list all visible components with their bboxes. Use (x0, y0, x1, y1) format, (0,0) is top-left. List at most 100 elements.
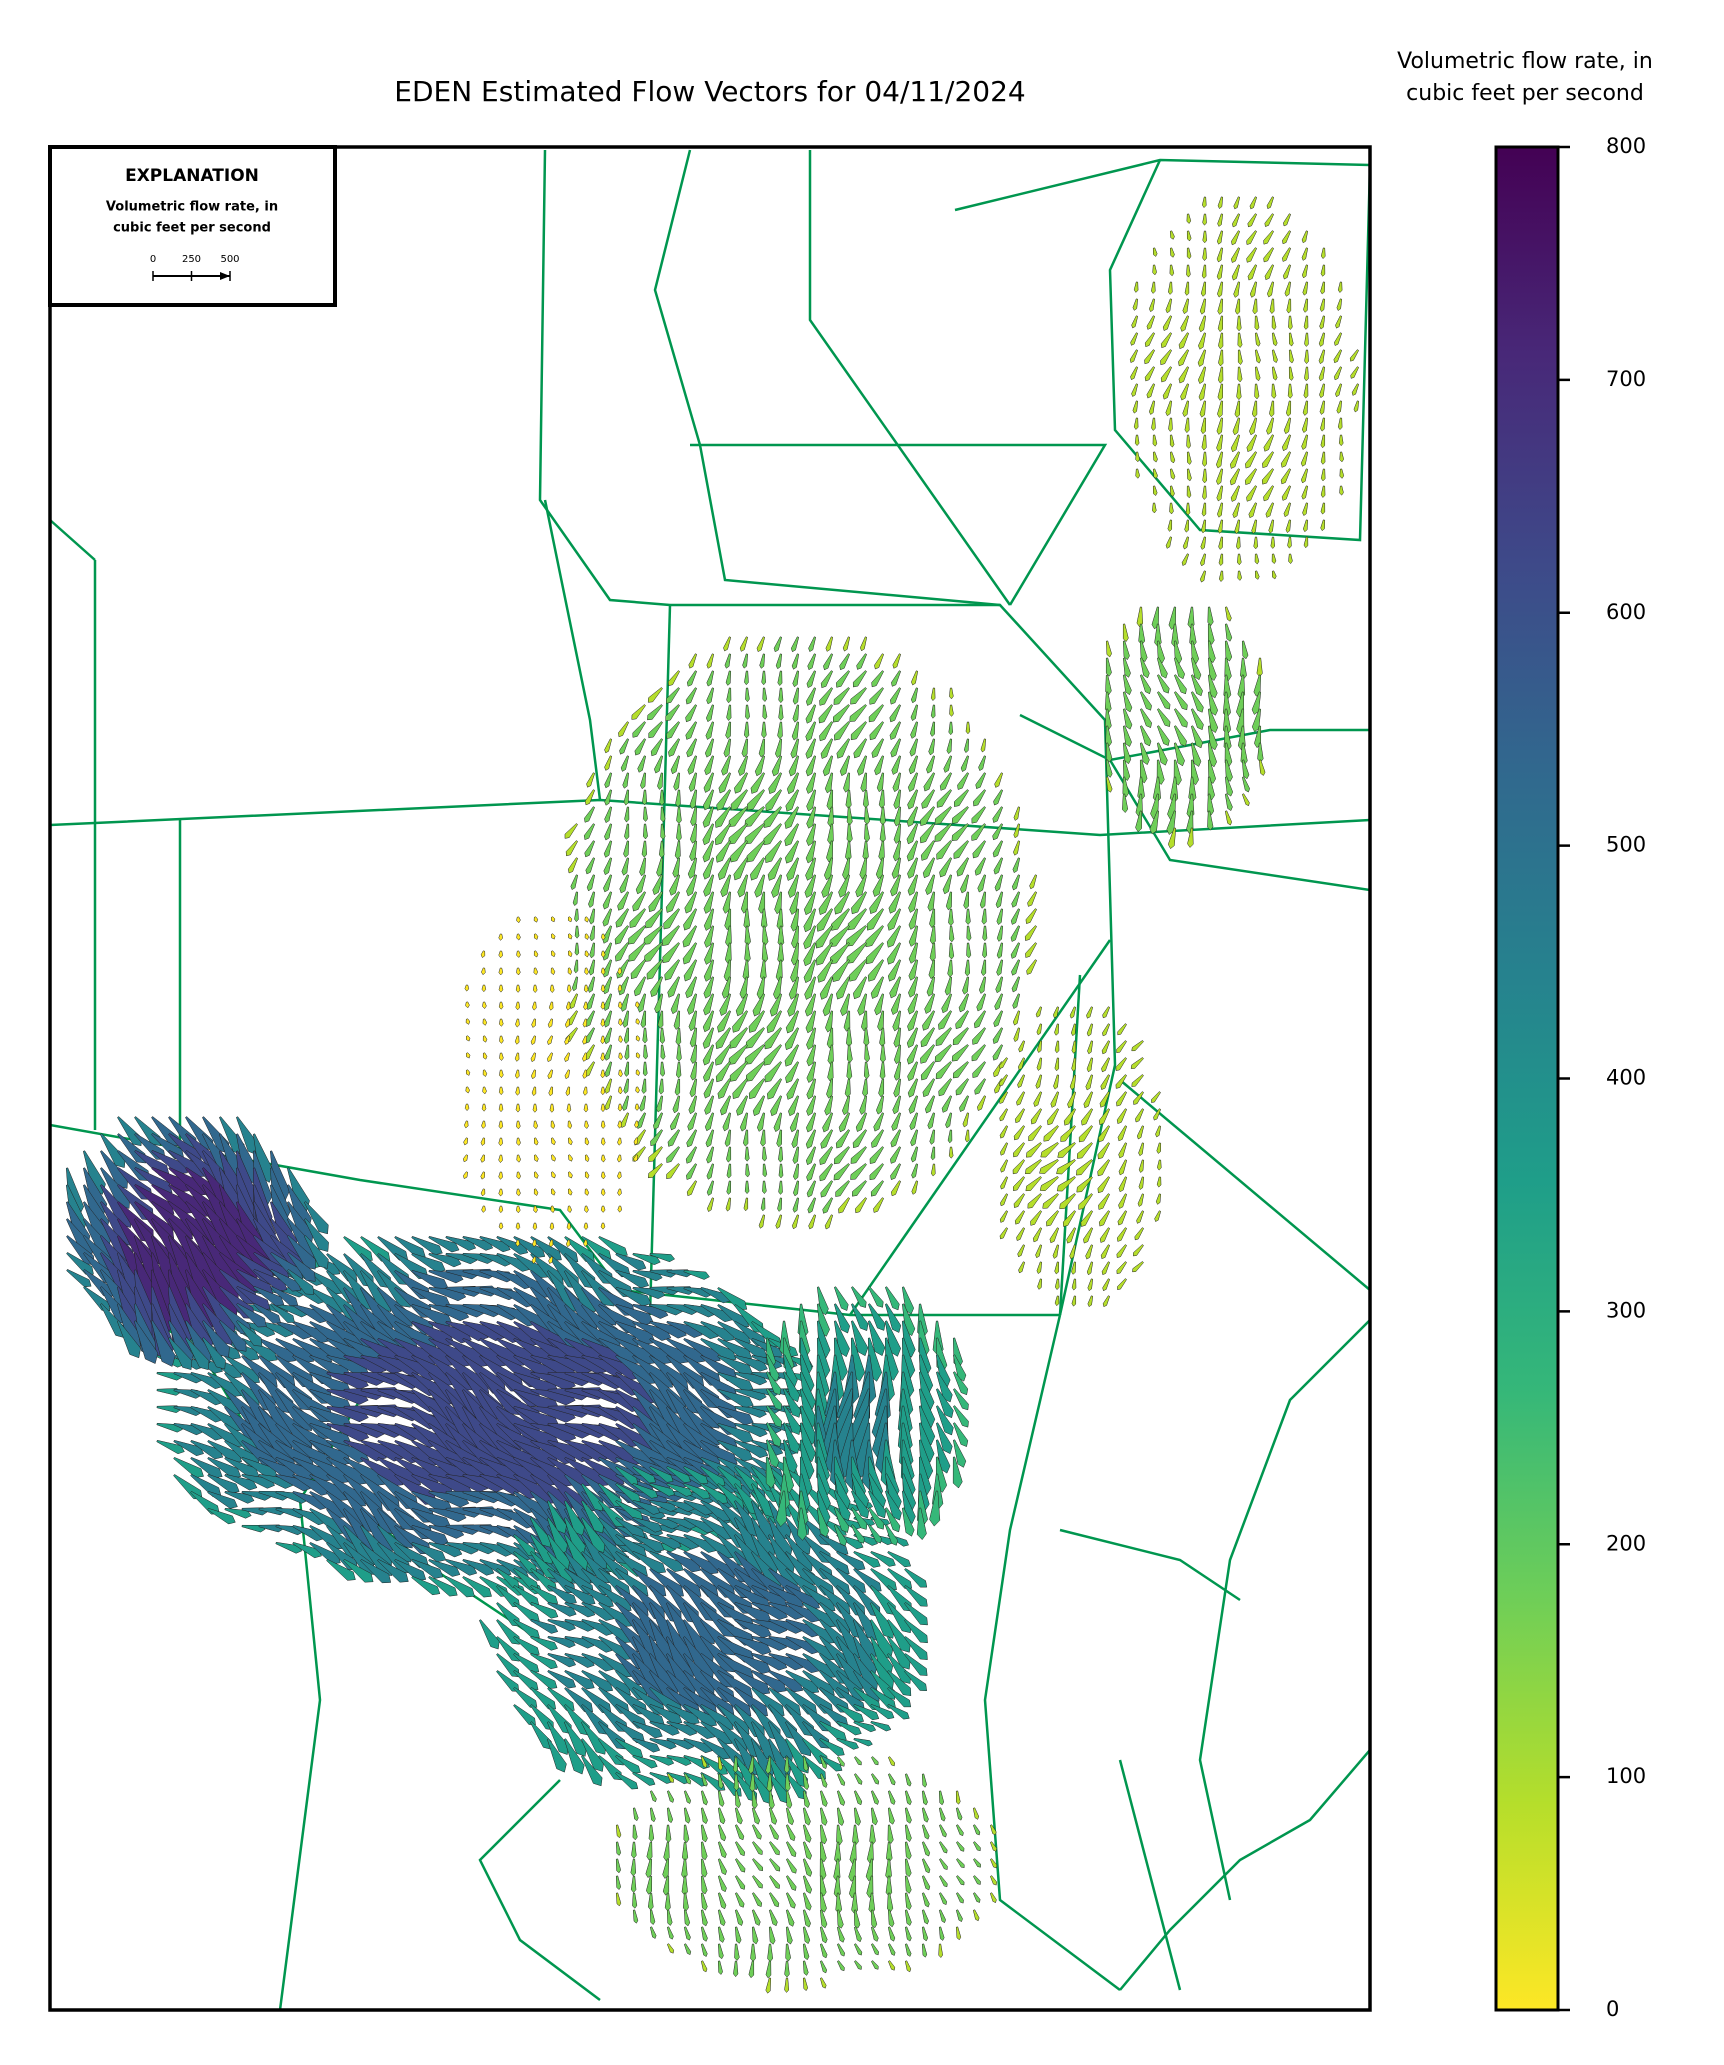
flow-vector (1280, 468, 1292, 485)
flow-vector (938, 1841, 948, 1854)
flow-vector (737, 874, 749, 898)
flow-vector (909, 1112, 919, 1131)
flow-vector (649, 1533, 682, 1550)
flow-vector (717, 1466, 742, 1489)
flow-vector (547, 1018, 554, 1028)
flow-vector (615, 1483, 641, 1503)
flow-vector (773, 1112, 783, 1133)
flow-vector (663, 908, 680, 930)
flow-vector (1155, 1193, 1162, 1205)
flow-vector (734, 1892, 745, 1908)
flow-vector (1100, 1244, 1111, 1260)
flow-vector (583, 1103, 589, 1113)
flow-vector (1148, 400, 1156, 415)
flow-vector (584, 1137, 590, 1146)
flow-vector (498, 1171, 503, 1180)
flow-vector (1167, 519, 1173, 532)
flow-vector (1202, 247, 1207, 261)
flow-vector (960, 874, 970, 894)
flow-vector (749, 1773, 756, 1793)
flow-vector (805, 1112, 817, 1133)
flow-vector (582, 1086, 588, 1096)
flow-vector (683, 1269, 710, 1280)
flow-vector (1102, 1278, 1111, 1292)
flow-vector (1013, 840, 1021, 856)
flow-vector (706, 1163, 715, 1180)
flow-vector (676, 1044, 682, 1062)
flow-vector (624, 1044, 630, 1061)
flow-vector (822, 993, 834, 1017)
flow-vector (1207, 674, 1218, 699)
flow-vector (821, 874, 834, 898)
flow-vector (584, 1188, 590, 1196)
flow-vector (726, 1163, 732, 1179)
flow-vector (1071, 1261, 1077, 1275)
flow-vector (688, 653, 698, 669)
flow-vector (530, 1652, 558, 1670)
flow-vector (1085, 1074, 1094, 1091)
flow-vector (631, 1841, 637, 1859)
flow-vector (462, 1154, 469, 1163)
flow-vector (632, 891, 646, 912)
flow-vector (604, 1027, 613, 1045)
flow-vector (773, 636, 783, 653)
flow-vector (648, 1146, 663, 1162)
flow-vector (758, 738, 766, 758)
flow-vector (533, 1205, 538, 1214)
flow-vector (1185, 502, 1191, 516)
flow-vector (833, 687, 850, 705)
flow-vector (533, 950, 539, 958)
flow-vector (734, 772, 749, 794)
flow-vector (1184, 281, 1190, 296)
flow-vector (615, 1892, 622, 1907)
flow-vector (615, 1568, 649, 1596)
flow-vector (1270, 536, 1276, 549)
flow-vector (717, 1909, 726, 1927)
flow-vector (938, 1909, 946, 1924)
flow-vector (1173, 657, 1185, 680)
flow-vector (750, 1943, 756, 1962)
flow-vector (513, 1585, 540, 1606)
flow-vector (953, 840, 969, 859)
flow-vector (1083, 1227, 1094, 1244)
flow-vector (1335, 383, 1343, 398)
flow-vector (665, 891, 681, 913)
flow-vector (870, 1703, 895, 1720)
flow-vector (765, 1456, 776, 1489)
flow-vector (515, 1001, 520, 1011)
flow-vector (1339, 468, 1345, 479)
flow-vector (567, 950, 573, 958)
map-title: EDEN Estimated Flow Vectors for 04/11/20… (394, 75, 1025, 108)
flow-vector (1217, 196, 1224, 209)
flow-vector (1118, 1142, 1128, 1159)
flow-vector (929, 1490, 941, 1527)
flow-vector (600, 967, 606, 976)
flow-vector (618, 721, 630, 738)
flow-vector (1241, 793, 1250, 807)
flow-vector (1233, 281, 1241, 298)
flow-vector (893, 1027, 902, 1048)
flow-vector (600, 1018, 606, 1027)
flow-vector (547, 1687, 575, 1711)
flow-vector (224, 1473, 258, 1491)
flow-vector (760, 908, 768, 930)
flow-vector (1240, 742, 1248, 766)
flow-vector (1046, 1210, 1059, 1227)
flow-vector (877, 1010, 885, 1032)
flow-vector (1217, 383, 1224, 401)
flow-vector (1318, 332, 1326, 347)
flow-vector (617, 891, 630, 911)
flow-vector (717, 1773, 724, 1790)
flow-vector (623, 1027, 630, 1044)
flow-vector (921, 1858, 931, 1874)
flow-vector (700, 1807, 708, 1825)
flow-vector (1234, 400, 1241, 418)
flow-vector (1201, 264, 1207, 279)
flow-vector (760, 1129, 766, 1147)
flow-vector (734, 1926, 742, 1944)
flow-vector (878, 1078, 885, 1098)
flow-vector (893, 1061, 902, 1081)
flow-vector (1198, 315, 1207, 333)
flow-vector (587, 976, 596, 993)
